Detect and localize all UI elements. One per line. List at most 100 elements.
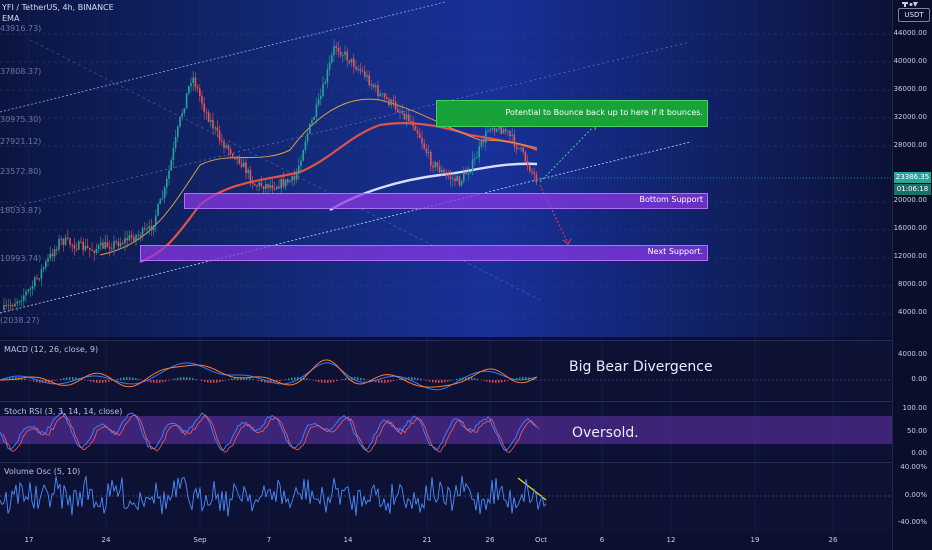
macd-histogram-bar xyxy=(279,380,281,382)
bounce-target-box[interactable]: Potential to Bounce back up to here if i… xyxy=(436,100,708,127)
macd-histogram-bar xyxy=(90,380,92,382)
price-tick: 36000.00 xyxy=(893,85,927,93)
candle-body xyxy=(267,184,269,189)
candle-body xyxy=(500,124,502,134)
candle-body xyxy=(75,248,78,250)
price-tick: 12000.00 xyxy=(893,252,927,260)
macd-histogram-bar xyxy=(147,380,149,382)
macd-histogram-bar xyxy=(258,380,260,382)
drop-projection-arrow xyxy=(539,184,569,244)
channel-upper-line xyxy=(0,1,446,113)
macd-histogram-bar xyxy=(429,380,431,382)
macd-plot xyxy=(0,359,892,391)
plot-layer xyxy=(0,0,892,532)
candle-body xyxy=(14,303,16,307)
bottom-support-zone[interactable]: Bottom Support xyxy=(184,193,708,209)
macd-histogram-bar xyxy=(51,380,53,382)
stoch-k-line xyxy=(0,410,537,452)
candle-body xyxy=(339,51,342,56)
macd-histogram-bar xyxy=(216,380,218,383)
macd-tick: 0.00 xyxy=(911,375,927,383)
bounce-target-label: Potential to Bounce back up to here if i… xyxy=(505,108,703,117)
time-tick: 21 xyxy=(422,536,432,544)
candle-body xyxy=(223,141,225,148)
macd-histogram-bar xyxy=(354,377,356,380)
candle-body xyxy=(199,88,201,96)
macd-histogram-bar xyxy=(222,380,224,382)
macd-pane[interactable] xyxy=(0,340,892,400)
price-pane[interactable] xyxy=(0,0,892,337)
candle-body xyxy=(269,185,271,189)
macd-histogram-bar xyxy=(441,380,443,383)
macd-histogram-bar xyxy=(498,380,500,383)
candle-body xyxy=(40,269,43,279)
macd-signal-line xyxy=(0,359,538,388)
candle-body xyxy=(100,242,102,245)
candle-body xyxy=(412,121,414,127)
macd-histogram-bar xyxy=(306,378,308,380)
macd-histogram-bar xyxy=(240,377,242,380)
candle-body xyxy=(489,128,491,131)
level-label: 30975.30) xyxy=(0,115,42,124)
candle-body xyxy=(533,171,535,175)
candle-body xyxy=(364,71,366,77)
candle-body xyxy=(443,169,445,173)
macd-histogram-bar xyxy=(345,378,347,380)
candle-body xyxy=(441,169,443,173)
macd-histogram-bar xyxy=(381,380,383,383)
candle-body xyxy=(328,62,331,70)
candle-body xyxy=(357,68,359,70)
currency-badge[interactable]: USDT xyxy=(898,8,930,22)
macd-histogram-bar xyxy=(534,378,536,380)
candle-body xyxy=(236,156,238,160)
tradingview-logo-icon xyxy=(902,2,918,7)
symbol-line: YFI / TetherUS, 4h, BINANCE xyxy=(2,3,114,12)
macd-histogram-bar xyxy=(390,380,392,382)
macd-histogram-bar xyxy=(69,377,71,380)
candle-body xyxy=(405,114,408,120)
next-support-zone[interactable]: Next Support. xyxy=(140,245,708,261)
candle-body xyxy=(95,248,98,253)
macd-histogram-bar xyxy=(291,377,293,380)
candle-body xyxy=(190,82,192,87)
candle-body xyxy=(291,176,293,182)
candle-body xyxy=(333,46,335,55)
chart-title: YFI / TetherUS, 4h, BINANCE EMA xyxy=(2,2,114,24)
candle-body xyxy=(89,247,91,250)
candle-body xyxy=(49,253,51,259)
stoch-tick: 50.00 xyxy=(906,427,927,435)
candle-body xyxy=(159,198,161,205)
candle-body xyxy=(119,242,122,247)
stoch-tick: 0.00 xyxy=(911,449,927,457)
macd-histogram-bar xyxy=(39,380,41,383)
candle-body xyxy=(300,160,302,166)
candle-body xyxy=(350,58,353,63)
macd-histogram-bar xyxy=(357,377,359,380)
macd-histogram-bar xyxy=(408,377,410,380)
candle-body xyxy=(526,161,529,166)
candle-body xyxy=(166,179,168,188)
price-axis[interactable] xyxy=(892,0,932,550)
macd-histogram-bar xyxy=(66,377,68,380)
level-label: 18033.87) xyxy=(0,206,42,215)
candle-body xyxy=(34,277,36,287)
candle-body xyxy=(529,165,531,172)
macd-histogram-bar xyxy=(180,377,182,380)
candle-body xyxy=(465,172,467,175)
price-tick: 8000.00 xyxy=(898,280,927,288)
macd-histogram-bar xyxy=(303,377,305,380)
candle-body xyxy=(201,95,203,104)
ema-red-line xyxy=(139,121,538,264)
level-label: 43916.73) xyxy=(0,24,42,33)
macd-histogram-bar xyxy=(186,377,188,380)
macd-histogram-bar xyxy=(456,378,458,380)
macd-histogram-bar xyxy=(120,377,122,380)
macd-histogram-bar xyxy=(168,380,170,381)
candle-body xyxy=(491,127,494,129)
macd-histogram-bar xyxy=(6,378,8,380)
candle-body xyxy=(212,120,214,129)
stoch-rsi-pane[interactable] xyxy=(0,401,892,461)
candle-body xyxy=(520,147,522,149)
macd-histogram-bar xyxy=(195,379,197,380)
